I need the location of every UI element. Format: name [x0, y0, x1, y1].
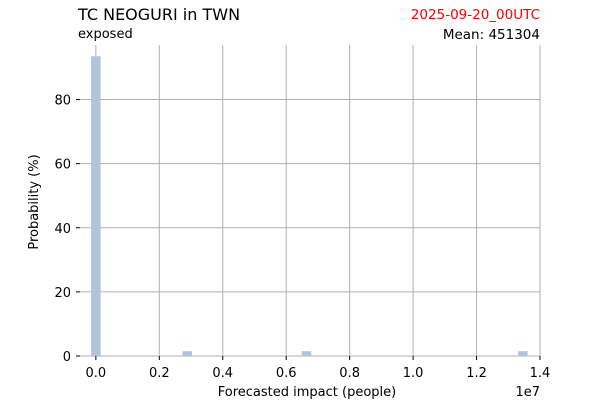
bar-layer: [91, 56, 528, 356]
forecast-date: 2025-09-20_00UTC: [410, 7, 540, 23]
x-tick-label: 0.4: [212, 366, 233, 381]
y-tick-label: 40: [54, 222, 71, 237]
histogram-bar: [91, 56, 101, 356]
x-tick-label: 1.2: [466, 366, 487, 381]
mean-value: Mean: 451304: [442, 27, 540, 43]
x-tick-label: 0.8: [339, 366, 360, 381]
histogram-bar: [182, 351, 192, 356]
chart-title: TC NEOGURI in TWN: [78, 5, 241, 24]
x-tick-label: 1.0: [403, 366, 424, 381]
tick-layer: 0.0 0.2 0.4 0.6 0.8 1.0 1.2 1.4 0 20 40 60 80: [54, 94, 550, 381]
y-tick-label: 0: [63, 350, 71, 365]
x-axis-offset-label: 1e7: [515, 385, 540, 400]
x-tick-label: 0.6: [276, 366, 297, 381]
y-axis-label: Probability (%): [27, 154, 42, 249]
y-tick-label: 60: [54, 158, 71, 173]
x-tick-label: 0.2: [149, 366, 170, 381]
y-tick-label: 20: [54, 286, 71, 301]
x-tick-label: 1.4: [530, 366, 551, 381]
x-tick-label: 0.0: [86, 366, 107, 381]
x-axis-label: Forecasted impact (people): [218, 385, 396, 400]
grid-layer: [80, 45, 541, 357]
histogram-bar: [518, 351, 528, 356]
chart-subtitle: exposed: [78, 27, 133, 42]
histogram-bar: [301, 351, 312, 356]
y-tick-label: 80: [54, 94, 71, 109]
